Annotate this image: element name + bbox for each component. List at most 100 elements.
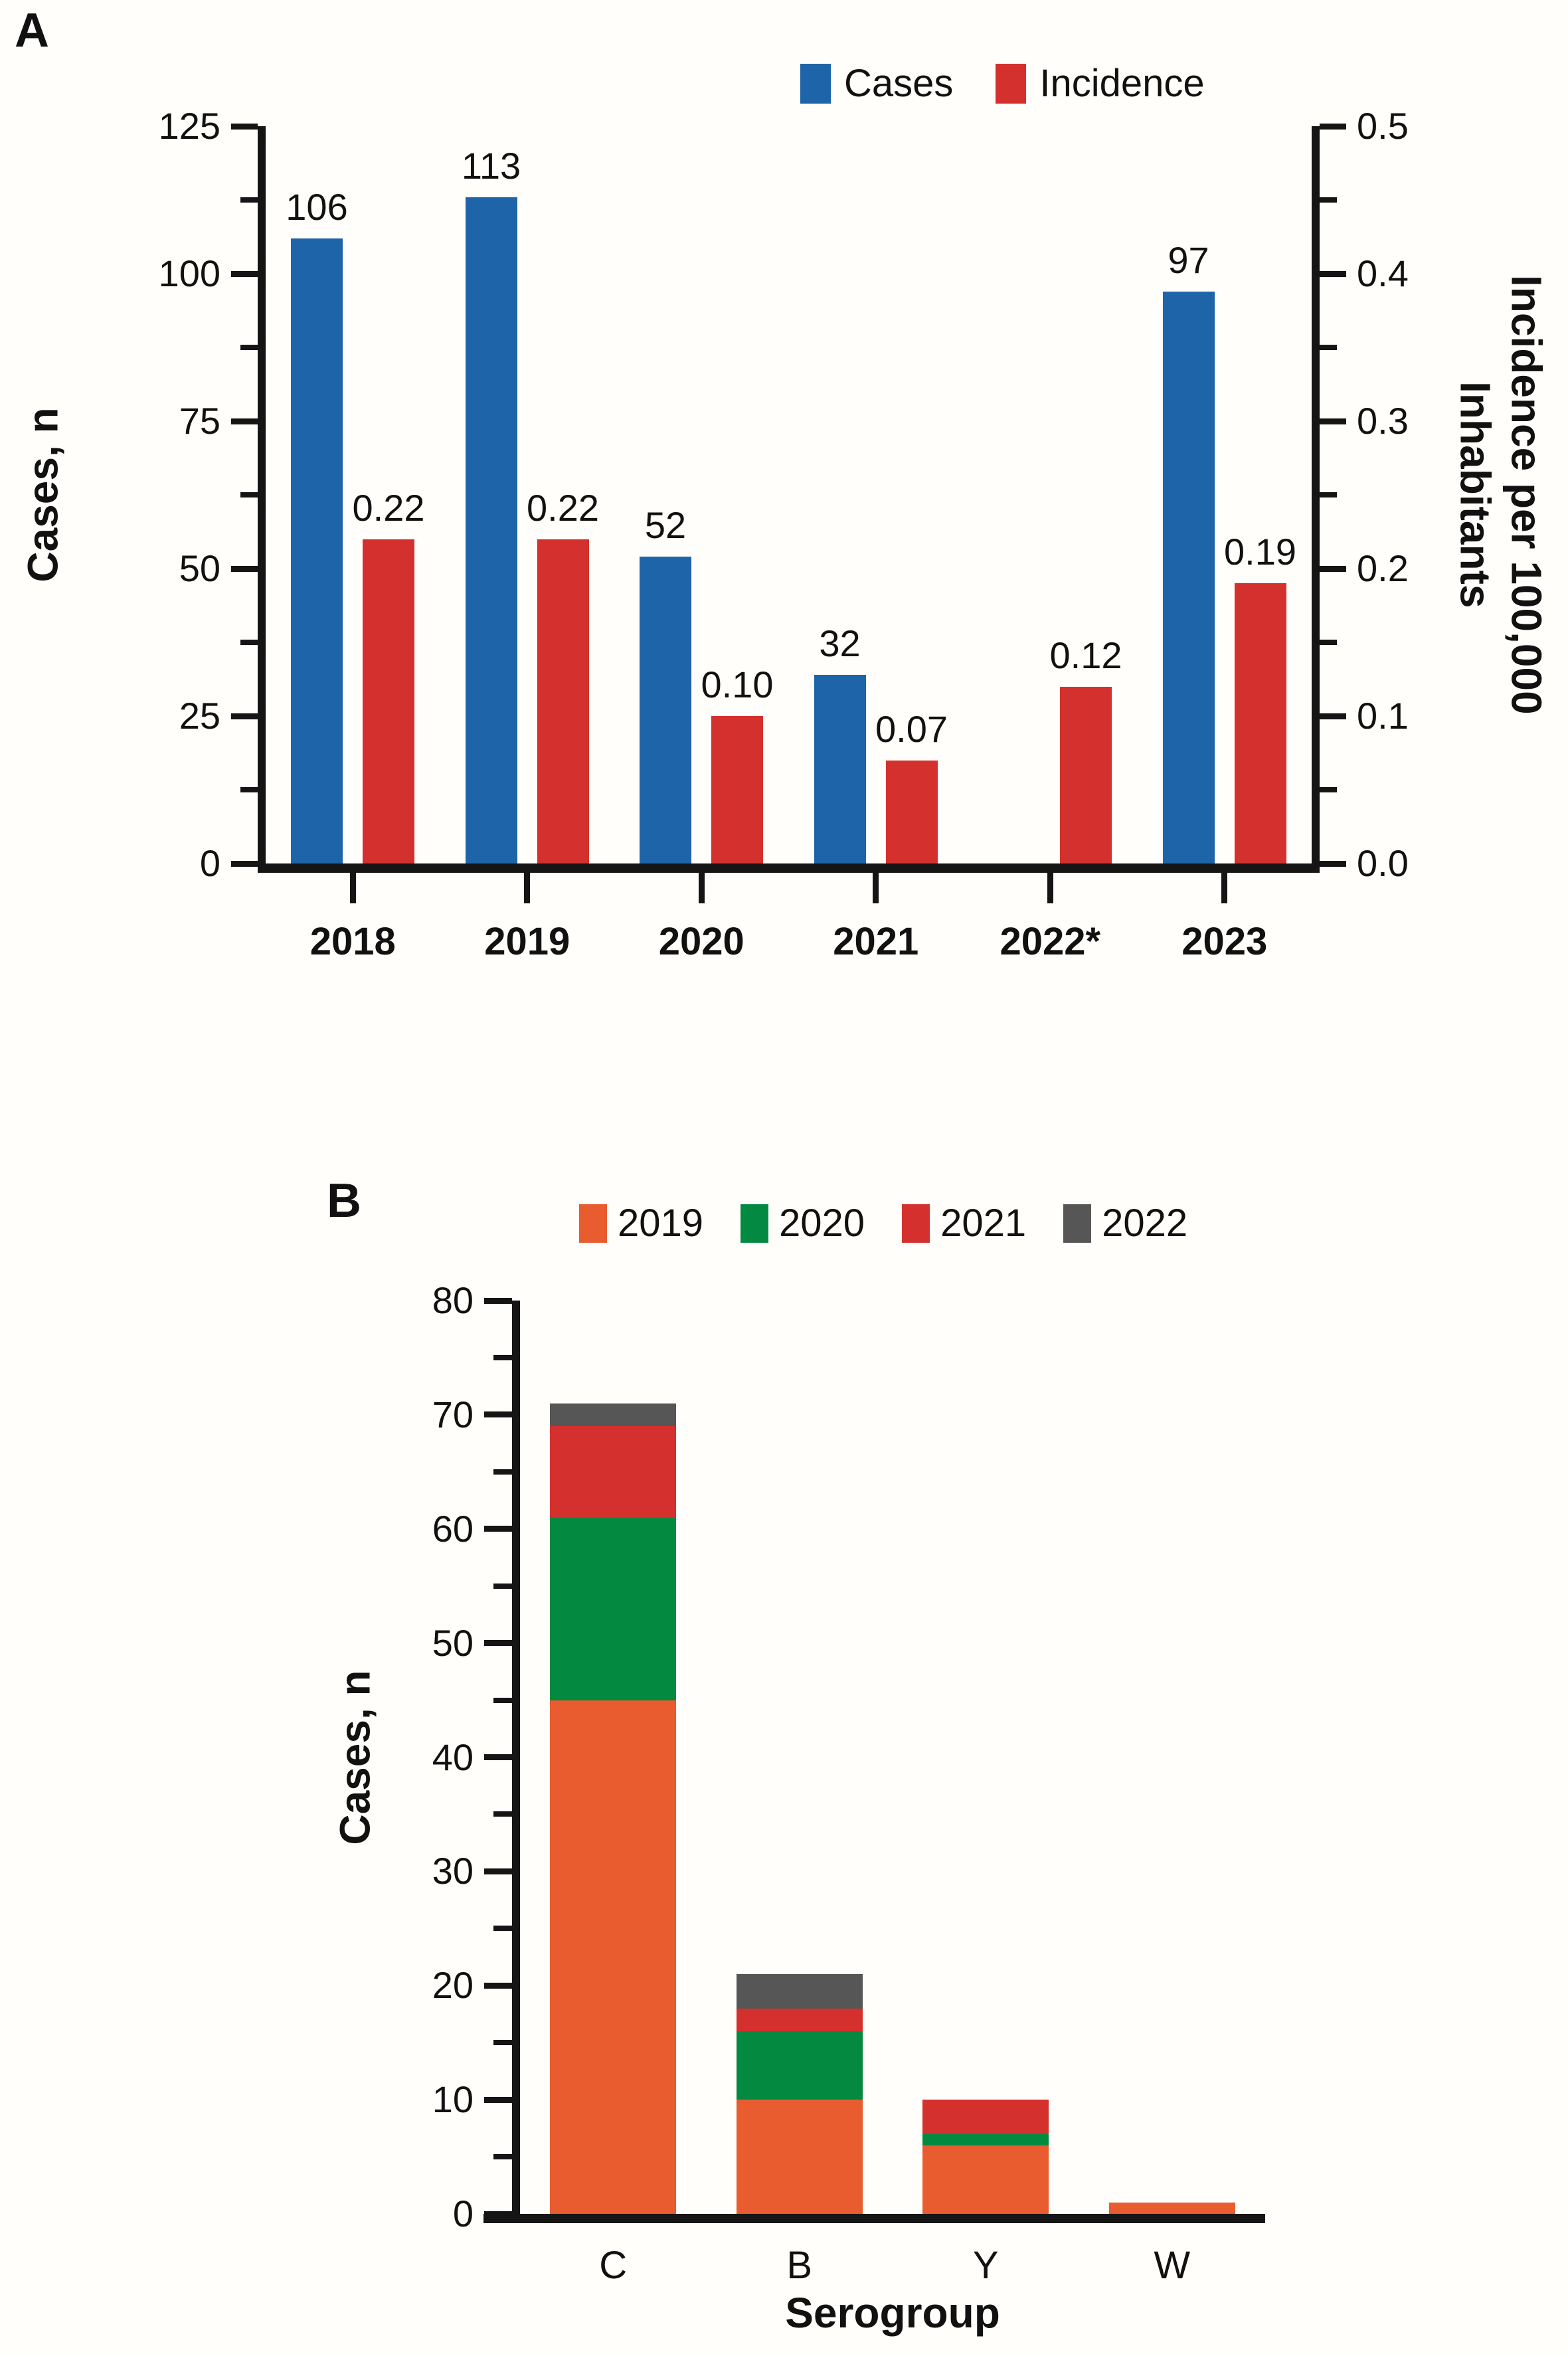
incidence-value-label: 0.07: [875, 707, 948, 750]
stack-segment-2021: [922, 2100, 1049, 2134]
x-category-label: B: [786, 2244, 813, 2287]
y-right-minor-tick: [1320, 787, 1337, 792]
cases-bar: [291, 238, 343, 863]
incidence-bar: [1060, 686, 1112, 863]
y-major-tick: [484, 1640, 512, 1647]
panel-b-letter: B: [327, 1174, 361, 1227]
x-tick: [1047, 873, 1053, 903]
year-2022-legend-swatch: [1063, 1204, 1092, 1243]
cases-value-label: 113: [461, 144, 521, 187]
y-minor-tick: [493, 1697, 512, 1703]
y-left-minor-tick: [240, 492, 258, 498]
panel-a-right-axis-title: Incidence per 100,000 Inhabitants: [1452, 275, 1551, 715]
y-left-major-tick: [231, 270, 258, 277]
incidence-value-label: 0.12: [1049, 634, 1122, 676]
incidence-value-label: 0.22: [352, 486, 425, 529]
y-minor-tick: [493, 1354, 512, 1360]
y-tick-label: 30: [432, 1850, 474, 1892]
panel-a-legend: Cases Incidence: [800, 61, 1205, 106]
year-2021-legend-swatch: [902, 1204, 930, 1243]
stack-segment-2020: [922, 2133, 1049, 2145]
y-major-tick: [484, 1982, 512, 1989]
cases-bar: [640, 557, 691, 863]
incidence-legend-swatch: [996, 63, 1027, 104]
panel-a-right-axis-line: [1312, 126, 1320, 873]
panel-a-left-axis-line: [258, 126, 266, 873]
y-left-major-tick: [231, 565, 258, 572]
y-left-tick-label: 125: [158, 105, 220, 147]
y-tick-label: 60: [432, 1507, 474, 1550]
stack-segment-2019: [922, 2145, 1049, 2214]
y-major-tick: [484, 2211, 512, 2217]
incidence-bar: [363, 539, 414, 863]
y-right-major-tick: [1320, 565, 1346, 572]
stack-segment-2021: [736, 2008, 863, 2031]
incidence-bar: [537, 539, 589, 863]
year-2022-legend-label: 2022: [1102, 1202, 1188, 1245]
panel-b-legend: 2019 2020 2021 2022: [579, 1201, 1187, 1245]
x-tick: [1221, 873, 1227, 903]
y-right-tick-label: 0.0: [1357, 842, 1409, 884]
x-category-label: 2018: [309, 920, 396, 963]
y-right-major-tick: [1320, 270, 1346, 277]
y-left-major-tick: [231, 123, 258, 130]
y-right-minor-tick: [1320, 345, 1337, 350]
incidence-bar: [711, 716, 763, 863]
y-minor-tick: [493, 2154, 512, 2160]
y-right-minor-tick: [1320, 640, 1337, 645]
year-2021-legend-label: 2021: [940, 1202, 1027, 1245]
x-category-label: 2019: [484, 920, 570, 963]
y-major-tick: [484, 1868, 512, 1874]
incidence-bar: [885, 760, 938, 863]
panel-a-plot: 0 25 50 75 100 125 0.0 0.1 0.2 0.3 0.4 0.5 106 0.22 20…: [159, 105, 1409, 963]
incidence-legend-label: Incidence: [1039, 62, 1205, 105]
stack-segment-2021: [550, 1426, 676, 1518]
legend-item-2019: 2019: [579, 1201, 703, 1245]
cases-legend-swatch: [800, 63, 831, 104]
x-category-label: Y: [972, 2244, 999, 2287]
legend-item-2021: 2021: [902, 1201, 1026, 1245]
y-left-minor-tick: [240, 640, 258, 645]
stack-segment-2020: [736, 2031, 863, 2100]
x-category-label: 2020: [658, 920, 744, 963]
y-left-major-tick: [231, 860, 258, 867]
y-major-tick: [484, 1754, 512, 1760]
panel-b-y-axis-line: [512, 1301, 520, 2223]
panel-a-left-axis-title: Cases, n: [19, 407, 67, 583]
cases-value-label: 106: [286, 185, 348, 228]
x-category-label: 2022*: [1000, 920, 1101, 963]
cases-legend-label: Cases: [844, 62, 954, 105]
incidence-value-label: 0.22: [527, 486, 599, 529]
panel-b: B 2019 2020 2021 2022 Cases, n 0 10 20 30 40…: [0, 1036, 1568, 2354]
legend-item-cases: Cases: [800, 61, 953, 106]
y-minor-tick: [493, 1583, 512, 1589]
panel-b-x-axis-line: [483, 2214, 1265, 2223]
x-tick: [698, 873, 705, 903]
y-right-major-tick: [1320, 713, 1346, 719]
y-tick-label: 70: [432, 1393, 474, 1435]
cases-value-label: 97: [1168, 238, 1209, 281]
y-minor-tick: [493, 1811, 512, 1817]
cases-bar: [1162, 291, 1215, 863]
y-left-minor-tick: [240, 345, 258, 350]
year-2019-legend-label: 2019: [618, 1202, 704, 1245]
y-tick-label: 50: [432, 1621, 474, 1664]
stack-segment-2019: [736, 2100, 863, 2214]
x-tick: [349, 873, 356, 903]
y-tick-label: 80: [432, 1279, 474, 1321]
cases-bar: [814, 674, 866, 863]
incidence-bar: [1234, 583, 1286, 863]
panel-b-plot: 0 10 20 30 40 50 60 70 80 C B Y W: [432, 1279, 1265, 2287]
year-2019-legend-swatch: [579, 1204, 607, 1243]
y-left-minor-tick: [240, 787, 258, 792]
y-minor-tick: [493, 1469, 512, 1475]
y-tick-label: 0: [452, 2193, 474, 2234]
legend-item-2022: 2022: [1063, 1201, 1187, 1245]
stack-segment-2022: [736, 1974, 863, 2009]
y-right-major-tick: [1320, 123, 1346, 130]
y-right-tick-label: 0.5: [1357, 105, 1409, 147]
panel-b-x-axis-title: Serogroup: [785, 2289, 1000, 2337]
incidence-value-label: 0.19: [1224, 531, 1296, 573]
y-minor-tick: [493, 1926, 512, 1932]
stack-segment-2020: [550, 1517, 676, 1700]
